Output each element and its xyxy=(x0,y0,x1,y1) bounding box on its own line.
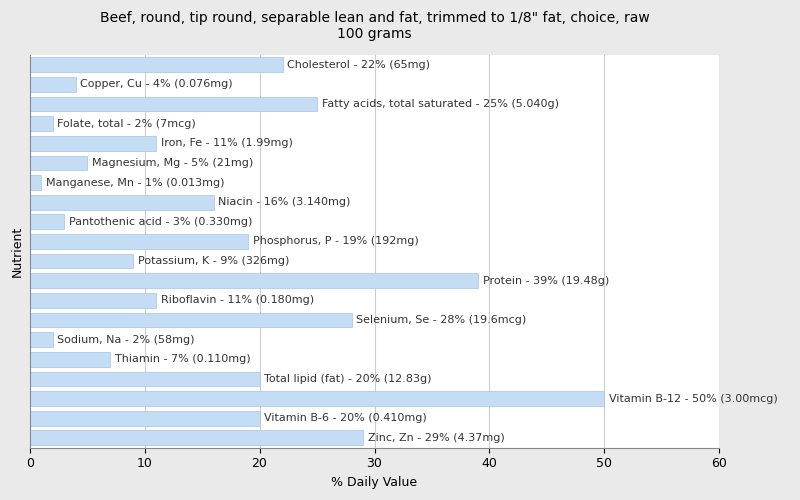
Bar xyxy=(30,372,259,386)
Bar xyxy=(30,77,76,92)
Title: Beef, round, tip round, separable lean and fat, trimmed to 1/8" fat, choice, raw: Beef, round, tip round, separable lean a… xyxy=(100,11,650,42)
Bar xyxy=(30,96,317,112)
Bar xyxy=(30,254,133,268)
Y-axis label: Nutrient: Nutrient xyxy=(11,226,24,277)
Text: Magnesium, Mg - 5% (21mg): Magnesium, Mg - 5% (21mg) xyxy=(92,158,253,168)
Text: Zinc, Zn - 29% (4.37mg): Zinc, Zn - 29% (4.37mg) xyxy=(368,433,504,443)
Text: Folate, total - 2% (7mcg): Folate, total - 2% (7mcg) xyxy=(58,118,196,128)
Text: Potassium, K - 9% (326mg): Potassium, K - 9% (326mg) xyxy=(138,256,289,266)
X-axis label: % Daily Value: % Daily Value xyxy=(331,476,418,489)
Text: Fatty acids, total saturated - 25% (5.040g): Fatty acids, total saturated - 25% (5.04… xyxy=(322,99,558,109)
Bar xyxy=(30,430,363,445)
Text: Vitamin B-6 - 20% (0.410mg): Vitamin B-6 - 20% (0.410mg) xyxy=(264,413,427,423)
Text: Niacin - 16% (3.140mg): Niacin - 16% (3.140mg) xyxy=(218,197,350,207)
Bar xyxy=(30,195,214,210)
Text: Vitamin B-12 - 50% (3.00mcg): Vitamin B-12 - 50% (3.00mcg) xyxy=(609,394,778,404)
Text: Pantothenic acid - 3% (0.330mg): Pantothenic acid - 3% (0.330mg) xyxy=(69,217,252,227)
Bar xyxy=(30,312,351,328)
Text: Copper, Cu - 4% (0.076mg): Copper, Cu - 4% (0.076mg) xyxy=(80,80,233,90)
Bar xyxy=(30,136,156,150)
Bar xyxy=(30,58,282,72)
Text: Iron, Fe - 11% (1.99mg): Iron, Fe - 11% (1.99mg) xyxy=(161,138,293,148)
Text: Riboflavin - 11% (0.180mg): Riboflavin - 11% (0.180mg) xyxy=(161,296,314,306)
Text: Thiamin - 7% (0.110mg): Thiamin - 7% (0.110mg) xyxy=(114,354,250,364)
Text: Selenium, Se - 28% (19.6mcg): Selenium, Se - 28% (19.6mcg) xyxy=(356,315,526,325)
Bar xyxy=(30,391,604,406)
Text: Sodium, Na - 2% (58mg): Sodium, Na - 2% (58mg) xyxy=(58,334,194,344)
Bar xyxy=(30,116,53,131)
Bar xyxy=(30,293,156,308)
Bar xyxy=(30,411,259,426)
Text: Phosphorus, P - 19% (192mg): Phosphorus, P - 19% (192mg) xyxy=(253,236,418,246)
Bar xyxy=(30,352,110,366)
Bar xyxy=(30,332,53,347)
Bar xyxy=(30,214,64,229)
Bar xyxy=(30,274,478,288)
Bar xyxy=(30,234,248,249)
Text: Cholesterol - 22% (65mg): Cholesterol - 22% (65mg) xyxy=(287,60,430,70)
Bar xyxy=(30,175,41,190)
Bar xyxy=(30,156,87,170)
Text: Protein - 39% (19.48g): Protein - 39% (19.48g) xyxy=(482,276,609,285)
Text: Total lipid (fat) - 20% (12.83g): Total lipid (fat) - 20% (12.83g) xyxy=(264,374,432,384)
Text: Manganese, Mn - 1% (0.013mg): Manganese, Mn - 1% (0.013mg) xyxy=(46,178,224,188)
